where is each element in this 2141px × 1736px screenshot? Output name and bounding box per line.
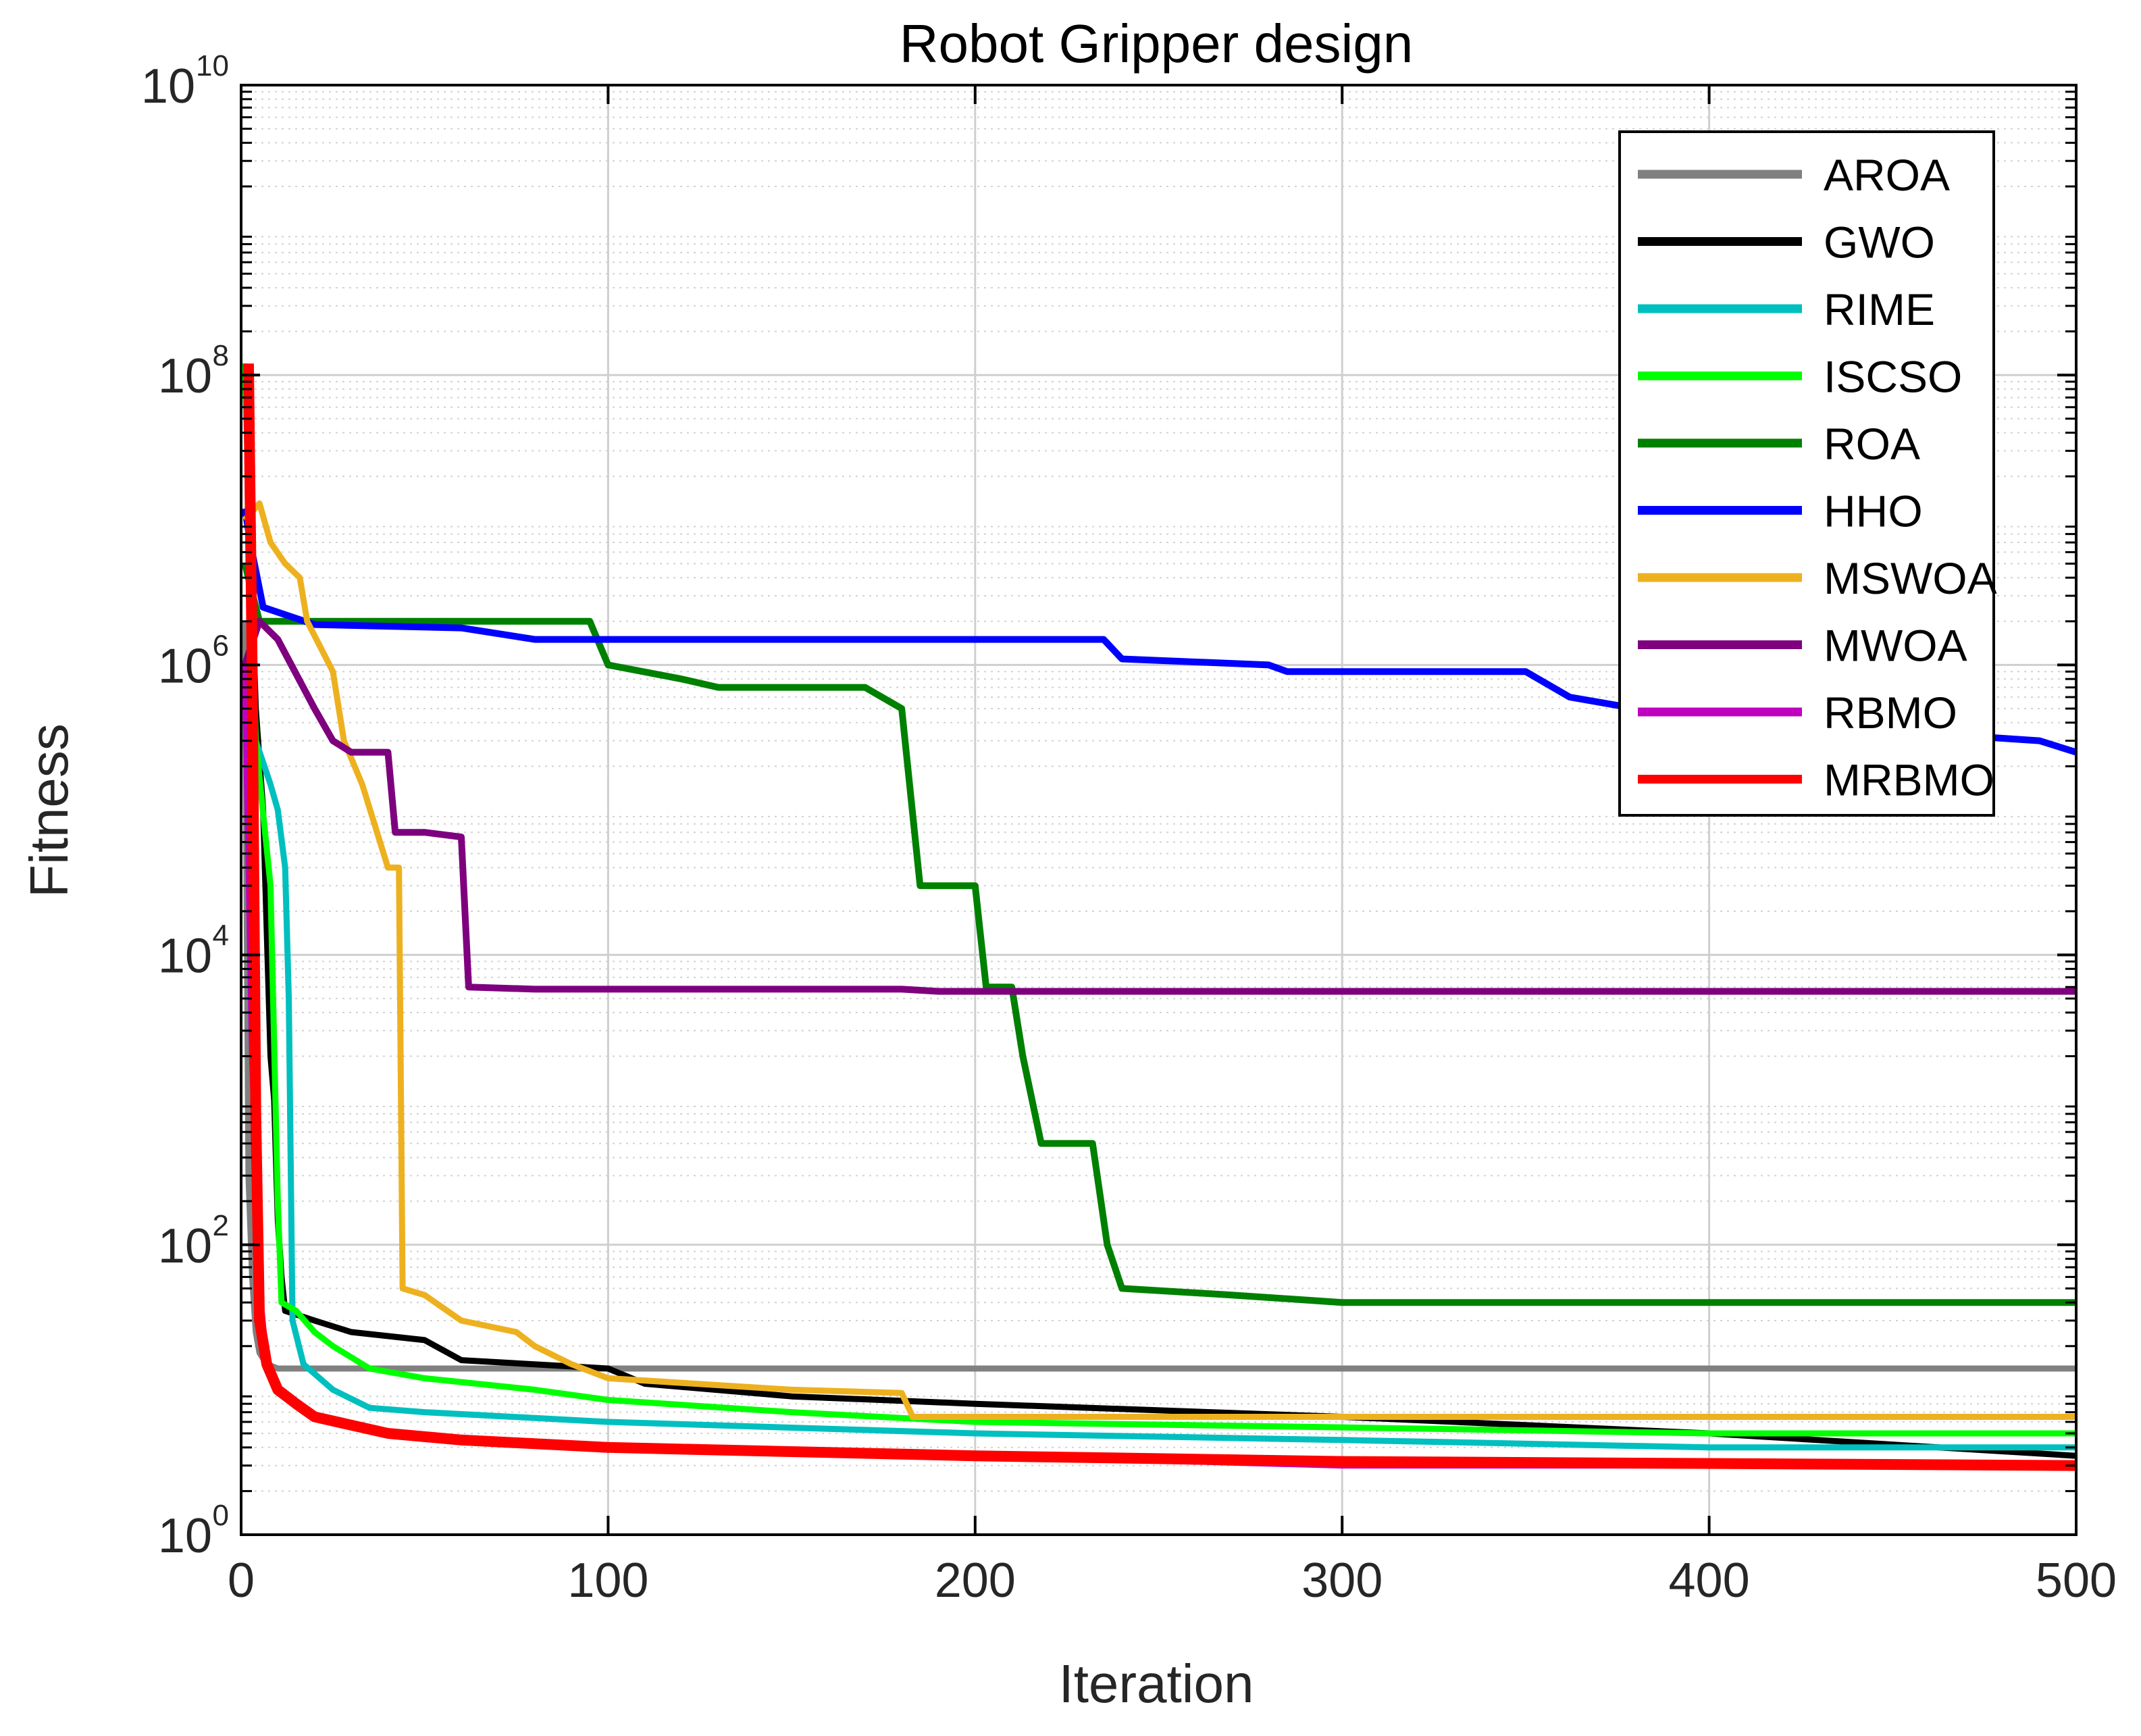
legend-label-hho: HHO (1824, 486, 1923, 536)
x-tick-label: 500 (2036, 1554, 2117, 1608)
y-tick-base: 10 (141, 59, 195, 113)
y-tick-exponent: 0 (213, 1499, 229, 1532)
series-line-aroa (241, 621, 2076, 1372)
series-line-gwo (241, 363, 2076, 1459)
series-line-mwoa (241, 617, 2076, 995)
y-tick-label: 210 (158, 1209, 229, 1273)
y-tick-base: 10 (158, 929, 212, 984)
legend-label-rime: RIME (1824, 284, 1935, 334)
y-tick-label: 610 (158, 629, 229, 693)
legend-label-mwoa: MWOA (1824, 621, 1967, 671)
legend-label-mswoa: MSWOA (1824, 553, 1997, 603)
series-line-mrbmo (242, 363, 2076, 1471)
legend-label-aroa: AROA (1824, 150, 1950, 200)
y-axis-label: Fitness (19, 723, 79, 898)
minor-grid (241, 91, 2076, 1492)
y-tick-label: 010 (158, 1499, 229, 1563)
axes-frame (240, 84, 2078, 1536)
axis-ticks (240, 84, 2078, 1536)
y-tick-exponent: 8 (213, 339, 229, 372)
series-line-rime (241, 664, 2076, 1451)
legend-label-rbmo: RBMO (1824, 688, 1957, 738)
y-tick-exponent: 6 (213, 629, 229, 662)
x-tick-label: 300 (1301, 1554, 1383, 1608)
y-tick-base: 10 (158, 1219, 212, 1273)
x-tick-label: 100 (567, 1554, 648, 1608)
chart-title: Robot Gripper design (900, 14, 1413, 74)
y-tick-label: 810 (158, 339, 229, 403)
x-tick-labels: 0 100 200 300 400 500 (228, 1554, 2117, 1608)
y-tick-exponent: 10 (196, 49, 229, 82)
y-tick-label: 410 (158, 919, 229, 984)
legend-items: AROA GWO RIME ISCSO ROA HHO MSWOA MWOA RBMO MRBMO (1638, 150, 1997, 805)
y-tick-base: 10 (158, 1509, 212, 1563)
x-axis-label: Iteration (1058, 1654, 1254, 1714)
x-tick-label: 200 (935, 1554, 1016, 1608)
legend-label-gwo: GWO (1824, 218, 1935, 267)
legend-label-iscso: ISCSO (1824, 352, 1962, 402)
series-line-roa (241, 563, 2076, 1306)
x-tick-label: 0 (228, 1554, 255, 1608)
y-tick-base: 10 (158, 639, 212, 693)
y-tick-exponent: 2 (213, 1209, 229, 1242)
series-line-mswoa (242, 500, 2076, 1420)
legend-label-mrbmo: MRBMO (1824, 755, 1994, 805)
y-tick-exponent: 4 (213, 919, 229, 952)
legend: AROA GWO RIME ISCSO ROA HHO MSWOA MWOA RBMO MRBMO (1618, 130, 1997, 817)
y-tick-base: 10 (158, 349, 212, 403)
legend-label-roa: ROA (1824, 419, 1920, 469)
series-line-iscso (241, 363, 2076, 1437)
x-tick-label: 400 (1669, 1554, 1750, 1608)
